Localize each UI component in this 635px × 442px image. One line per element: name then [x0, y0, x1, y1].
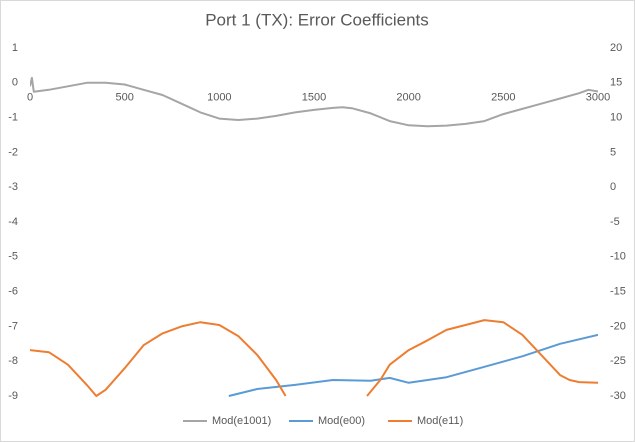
- y2-tick-label: -15: [610, 286, 626, 298]
- y2-tick-label: -30: [610, 390, 626, 402]
- y2-tick-label: -10: [610, 251, 626, 263]
- y-tick-label: -4: [8, 216, 18, 228]
- legend-label: Mod(e00): [318, 415, 365, 427]
- y2-tick-label: 15: [610, 77, 622, 89]
- x-tick-label: 1500: [302, 92, 326, 104]
- x-tick-label: 500: [115, 92, 133, 104]
- x-tick-label: 2000: [396, 92, 420, 104]
- legend-label: Mod(e1001): [212, 415, 271, 427]
- y2-tick-label: 0: [610, 181, 616, 193]
- y-tick-label: 0: [12, 77, 18, 89]
- x-tick-label: 2500: [491, 92, 515, 104]
- x-tick-label: 0: [27, 92, 33, 104]
- y-tick-label: -2: [8, 146, 18, 158]
- series-line: [366, 319, 598, 397]
- y2-tick-label: 5: [610, 146, 616, 158]
- y2-tick-label: -5: [610, 216, 620, 228]
- y-tick-label: -8: [8, 355, 18, 367]
- series-line: [30, 321, 287, 397]
- x-tick-label: 3000: [586, 92, 610, 104]
- y-tick-label: -3: [8, 181, 18, 193]
- y2-tick-label: -20: [610, 320, 626, 332]
- y-tick-label: -9: [8, 390, 18, 402]
- y2-tick-label: -25: [610, 355, 626, 367]
- y-tick-label: -6: [8, 286, 18, 298]
- series-line: [228, 333, 598, 397]
- y2-tick-label: 20: [610, 42, 622, 54]
- legend-label: Mod(e11): [417, 415, 463, 427]
- y-tick-label: -7: [8, 320, 18, 332]
- y-tick-label: 1: [12, 42, 18, 54]
- y2-tick-label: 10: [610, 112, 622, 124]
- series-line: [30, 76, 598, 128]
- y-tick-label: -5: [8, 251, 18, 263]
- chart-title: Port 1 (TX): Error Coefficients: [205, 10, 429, 29]
- x-tick-label: 1000: [207, 92, 231, 104]
- y-tick-label: -1: [8, 112, 18, 124]
- plot-area: [30, 76, 598, 397]
